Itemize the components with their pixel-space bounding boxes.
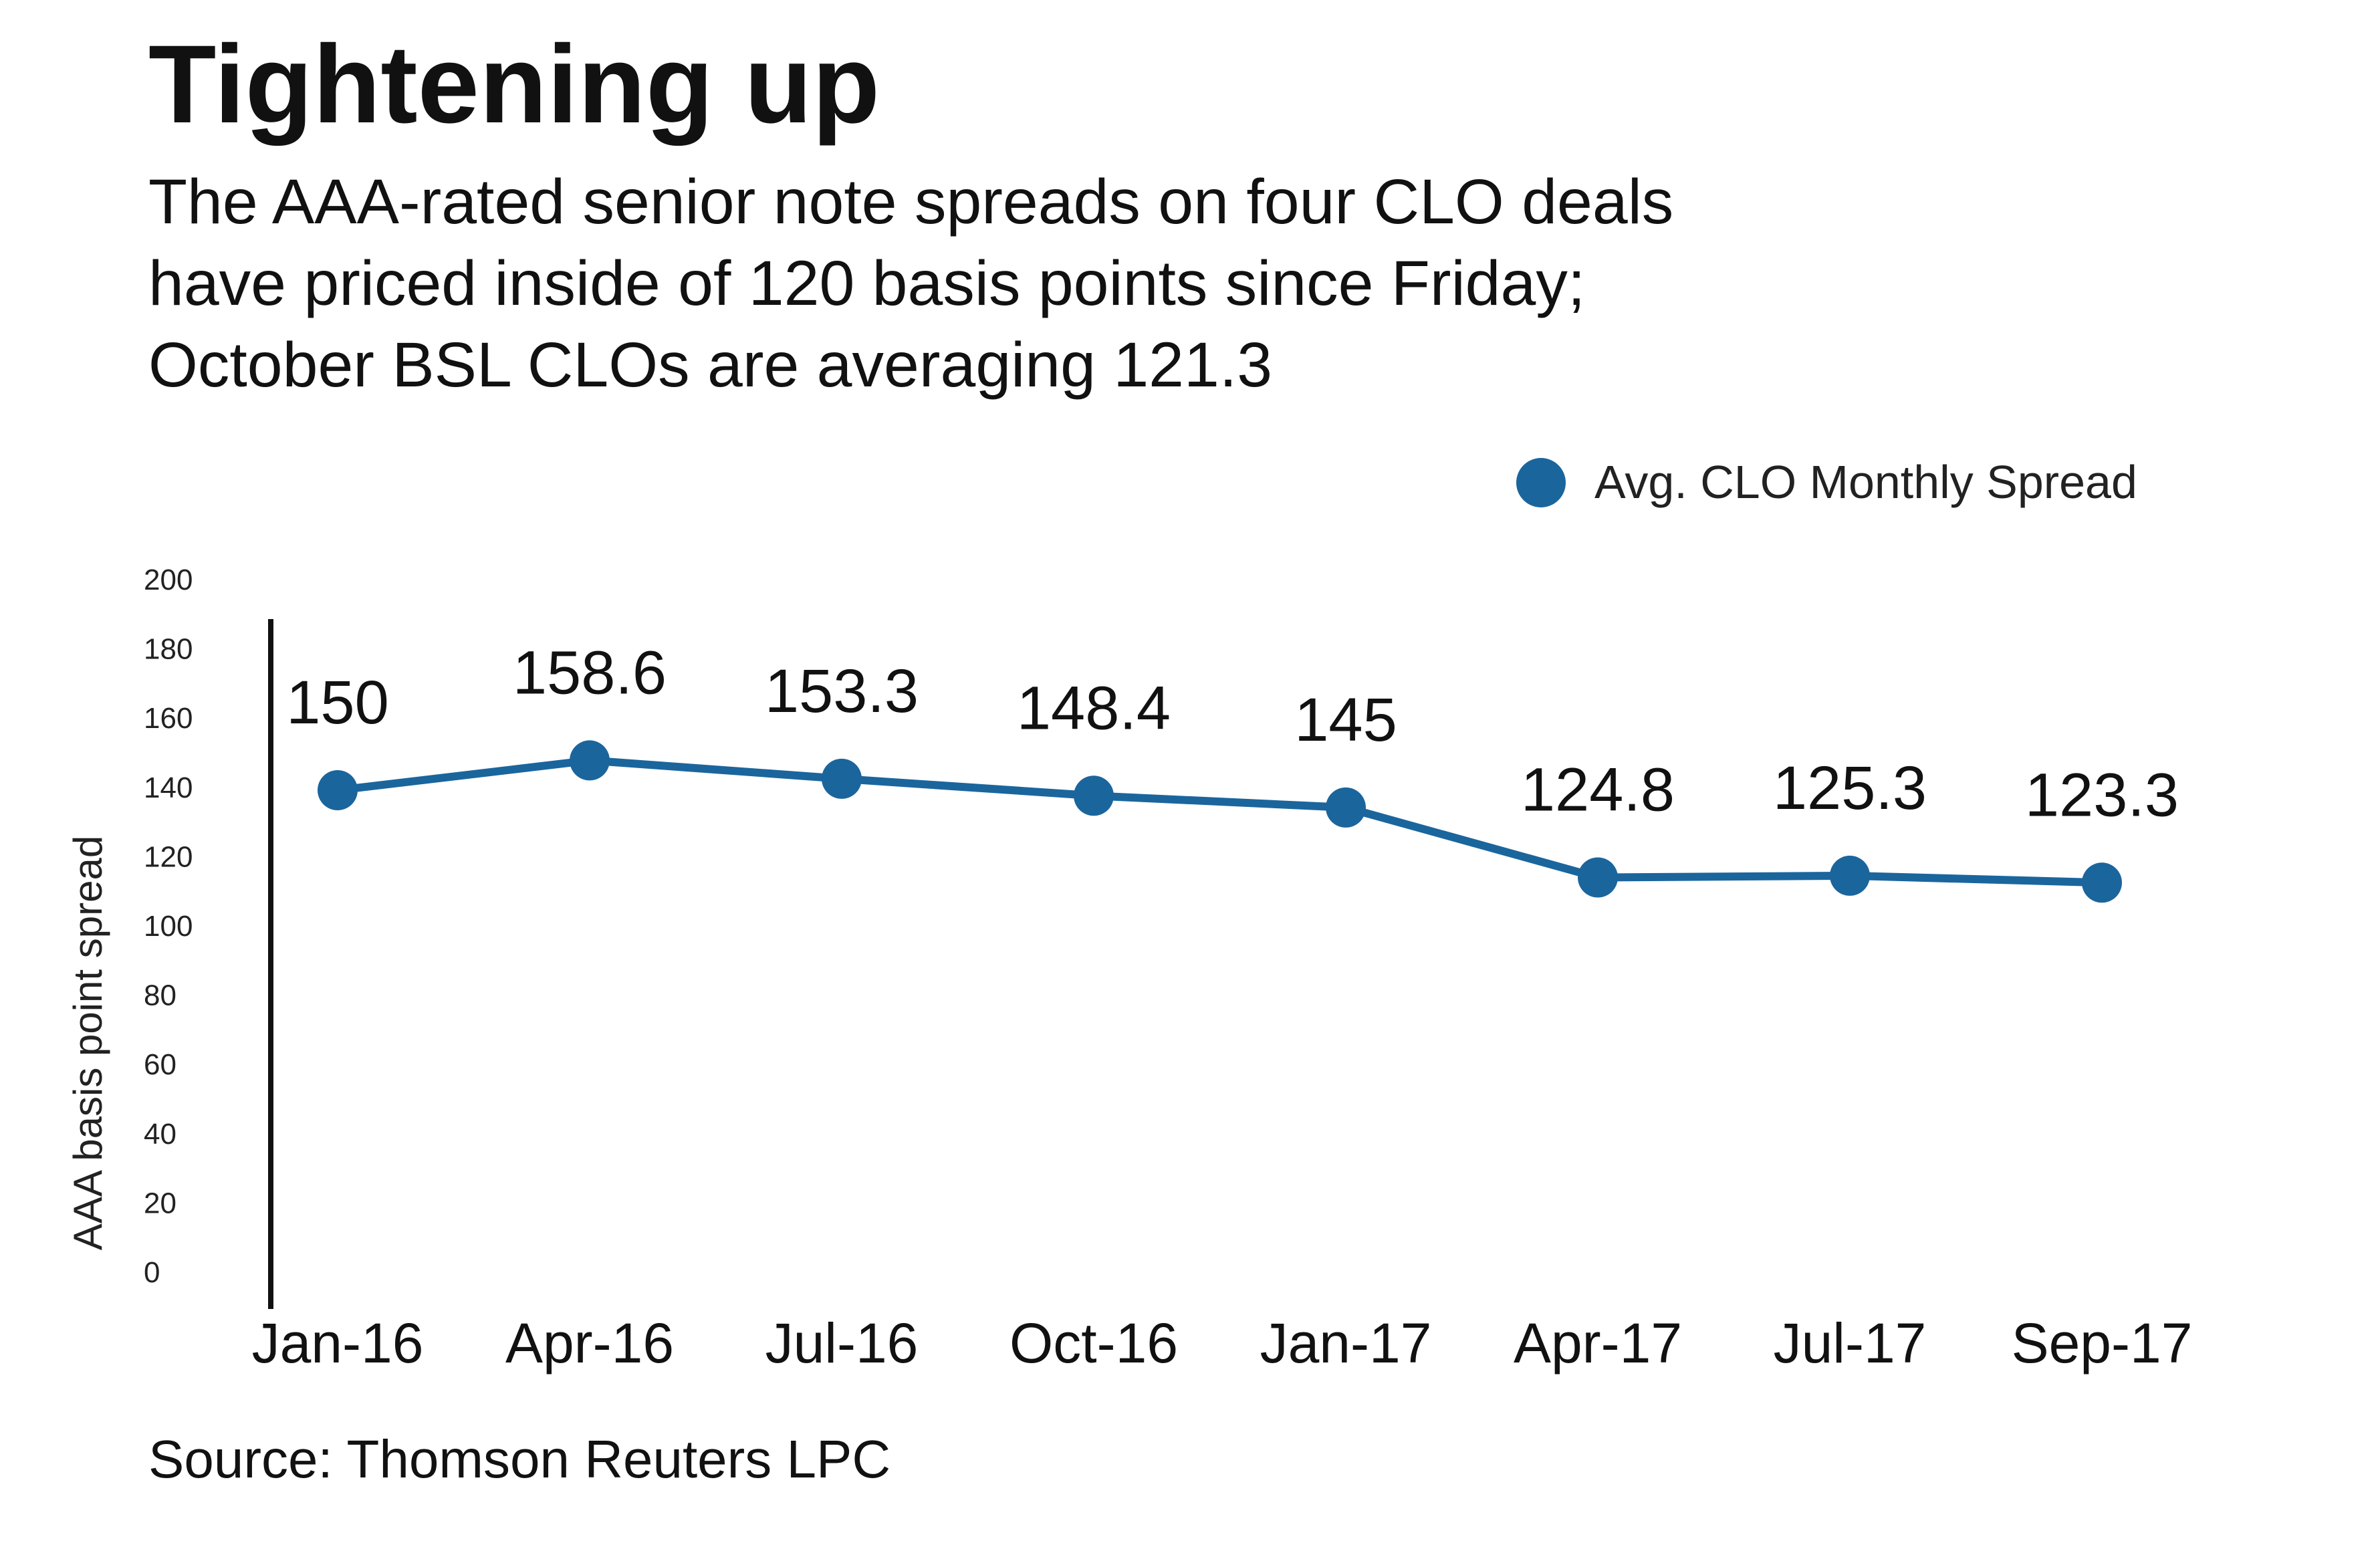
data-point (1326, 787, 1366, 828)
legend-label: Avg. CLO Monthly Spread (1594, 456, 2137, 508)
series-line (334, 756, 2106, 887)
y-tick-label: 20 (144, 1187, 176, 1219)
data-point (1578, 857, 1618, 898)
data-label: 125.3 (1773, 754, 1927, 822)
y-tick-label: 100 (144, 910, 193, 943)
data-label: 123.3 (2025, 761, 2179, 829)
x-tick-label: Sep-17 (2012, 1312, 2193, 1375)
x-tick-label: Jan-16 (252, 1312, 424, 1375)
data-label: 124.8 (1521, 756, 1675, 824)
data-point (318, 769, 358, 810)
y-tick-label: 0 (144, 1256, 160, 1289)
legend-marker-icon (1516, 458, 1566, 507)
data-point (2082, 862, 2122, 903)
chart-source: Source: Thomson Reuters LPC (148, 1429, 890, 1489)
x-tick-label: Apr-17 (1514, 1312, 1682, 1375)
x-tick-label: Apr-16 (505, 1312, 674, 1375)
series-avg-clo-monthly-spread: 150 158.6 153.3 148.4 145 124.8 125.3 123.3 (286, 638, 2179, 903)
y-tick-label: 80 (144, 979, 176, 1012)
y-tick-label: 120 (144, 840, 193, 873)
x-tick-label: Jan-17 (1260, 1312, 1432, 1375)
y-tick-label: 160 (144, 702, 193, 735)
data-point (1074, 776, 1114, 816)
x-axis-ticks: Jan-16 Apr-16 Jul-16 Oct-16 Jan-17 Apr-17 Jul-… (252, 1312, 2193, 1375)
data-point (822, 758, 862, 799)
data-label: 150 (286, 669, 389, 737)
data-point (570, 740, 610, 781)
chart-subtitle-line-1: The AAA-rated senior note spreads on fou… (148, 166, 1673, 237)
y-tick-label: 180 (144, 633, 193, 666)
chart-title: Tightening up (148, 23, 880, 146)
x-tick-label: Oct-16 (1009, 1312, 1178, 1375)
data-label: 153.3 (765, 657, 919, 725)
chart-subtitle-line-3: October BSL CLOs are averaging 121.3 (148, 330, 1272, 400)
y-tick-label: 60 (144, 1048, 176, 1081)
data-label: 158.6 (513, 638, 667, 707)
data-label: 145 (1294, 686, 1397, 754)
y-tick-label: 140 (144, 771, 193, 804)
y-tick-label: 40 (144, 1118, 176, 1151)
y-tick-label: 200 (144, 564, 193, 596)
y-axis-ticks: 0 20 40 60 80 100 120 140 160 180 200 (144, 564, 193, 1289)
x-tick-label: Jul-17 (1774, 1312, 1927, 1375)
data-label: 148.4 (1017, 674, 1171, 742)
chart-legend: Avg. CLO Monthly Spread (1516, 456, 2137, 508)
x-tick-label: Jul-16 (765, 1312, 919, 1375)
chart-subtitle-line-2: have priced inside of 120 basis points s… (148, 248, 1585, 319)
y-axis-label: AAA basis point spread (66, 836, 110, 1250)
data-point (1830, 855, 1870, 896)
